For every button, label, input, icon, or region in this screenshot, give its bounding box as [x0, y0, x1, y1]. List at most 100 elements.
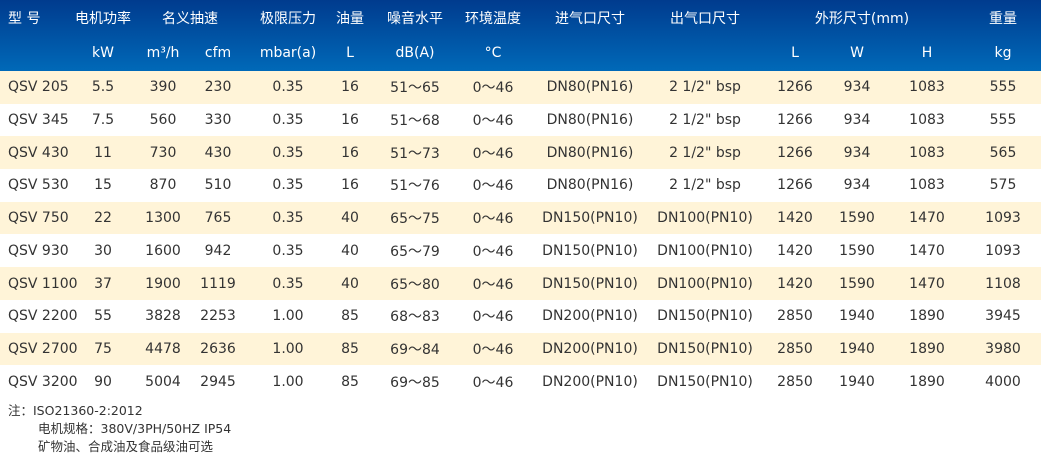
- cell-length: 1420: [777, 275, 813, 292]
- cell-temp: 0～46: [472, 309, 514, 326]
- cell-ultimate-pressure: 1.00: [272, 373, 304, 390]
- cell-speed-cfm: 1119: [200, 275, 236, 292]
- cell-width: 934: [843, 79, 871, 96]
- cell-ultimate-pressure: 1.00: [272, 308, 304, 325]
- header-dimensions: 外形尺寸(mm): [814, 10, 910, 27]
- cell-speed-cfm: 942: [204, 242, 232, 259]
- cell-height: 1470: [909, 275, 945, 292]
- cell-length: 1266: [777, 144, 813, 161]
- cell-height: 1890: [909, 340, 945, 357]
- cell-weight: 555: [989, 112, 1017, 129]
- cell-temp: 0～46: [472, 243, 514, 260]
- cell-motor-power: 75: [94, 340, 112, 357]
- header-oil-capacity: 油量: [336, 10, 364, 27]
- cell-oil: 16: [341, 79, 359, 96]
- cell-temp: 0～46: [472, 113, 514, 130]
- cell-outlet: DN150(PN10): [657, 373, 753, 390]
- header-weight: 重量: [989, 10, 1017, 27]
- cell-weight: 1093: [985, 210, 1021, 227]
- cell-speed-cfm: 230: [204, 79, 232, 96]
- unit-kg: kg: [994, 44, 1012, 61]
- cell-temp: 0～46: [472, 80, 514, 97]
- table-row: QSV 930 30 1600 942 0.35 40 65～79 0～46 DN150(PN1…: [0, 235, 1041, 268]
- cell-inlet: DN80(PN16): [546, 177, 634, 194]
- cell-model: QSV 205: [8, 79, 69, 96]
- cell-width: 1590: [839, 275, 875, 292]
- header-ambient-temp: 环境温度: [465, 10, 521, 27]
- unit-liter: L: [346, 44, 354, 61]
- cell-weight: 4000: [985, 373, 1021, 390]
- cell-motor-power: 11: [94, 144, 112, 161]
- cell-motor-power: 22: [94, 210, 112, 227]
- cell-length: 1266: [777, 79, 813, 96]
- cell-outlet: DN150(PN10): [657, 308, 753, 325]
- cell-length: 1266: [777, 112, 813, 129]
- cell-speed-m3h: 1600: [145, 242, 181, 259]
- cell-model: QSV 750: [8, 210, 69, 227]
- unit-kw: kW: [92, 44, 114, 61]
- cell-outlet: 2 1/2" bsp: [669, 144, 741, 161]
- cell-length: 1266: [777, 177, 813, 194]
- cell-ultimate-pressure: 0.35: [272, 210, 304, 227]
- note-standard: 注：ISO21360-2:2012: [8, 403, 143, 418]
- cell-noise: 65～80: [390, 276, 440, 293]
- table-row: QSV 2700 75 4478 2636 1.00 85 69～84 0～46 DN200(P…: [0, 332, 1041, 366]
- cell-noise: 51～73: [390, 145, 440, 162]
- cell-width: 934: [843, 177, 871, 194]
- cell-oil: 40: [341, 210, 359, 227]
- cell-inlet: DN80(PN16): [546, 112, 634, 129]
- cell-outlet: 2 1/2" bsp: [669, 79, 741, 96]
- table-row: QSV 1100 37 1900 1119 0.35 40 65～80 0～46 DN150(P…: [0, 267, 1041, 300]
- cell-noise: 65～75: [390, 211, 440, 228]
- cell-speed-m3h: 1300: [145, 210, 181, 227]
- cell-speed-m3h: 390: [149, 79, 177, 96]
- cell-speed-cfm: 510: [204, 177, 232, 194]
- cell-oil: 85: [341, 373, 359, 390]
- unit-celsius: °C: [484, 44, 502, 61]
- header-ultimate-pressure: 极限压力: [260, 10, 316, 27]
- header-row-units: kW m³/h cfm mbar(a) L dB(A) °C L W H kg: [0, 35, 1041, 70]
- table-row: QSV 2200 55 3828 2253 1.00 85 68～83 0～46 DN200(P…: [0, 300, 1041, 333]
- cell-speed-m3h: 1900: [145, 275, 181, 292]
- table-row: QSV 345 7.5 560 330 0.35 16 51～68 0～46 DN80(PN16…: [0, 104, 1041, 137]
- cell-model: QSV 930: [8, 242, 69, 259]
- cell-speed-m3h: 870: [149, 177, 177, 194]
- cell-ultimate-pressure: 0.35: [272, 275, 304, 292]
- cell-width: 1940: [839, 340, 875, 357]
- cell-speed-m3h: 5004: [145, 373, 181, 390]
- unit-m3h: m³/h: [146, 44, 180, 61]
- cell-model: QSV 3200: [8, 373, 78, 390]
- cell-outlet: DN100(PN10): [657, 275, 753, 292]
- cell-weight: 555: [989, 79, 1017, 96]
- cell-noise: 51～65: [390, 80, 440, 97]
- cell-ultimate-pressure: 0.35: [272, 242, 304, 259]
- cell-oil: 85: [341, 340, 359, 357]
- table-row: QSV 750 22 1300 765 0.35 40 65～75 0～46 DN150(PN1…: [0, 201, 1041, 235]
- cell-temp: 0～46: [472, 341, 514, 358]
- unit-mbar: mbar(a): [259, 44, 317, 61]
- cell-speed-cfm: 430: [204, 144, 232, 161]
- cell-inlet: DN80(PN16): [546, 79, 634, 96]
- cell-speed-m3h: 560: [149, 112, 177, 129]
- cell-oil: 16: [341, 112, 359, 129]
- cell-outlet: 2 1/2" bsp: [669, 177, 741, 194]
- cell-height: 1083: [909, 79, 945, 96]
- cell-width: 934: [843, 144, 871, 161]
- cell-length: 1420: [777, 242, 813, 259]
- header-inlet-size: 进气口尺寸: [555, 10, 625, 27]
- cell-speed-cfm: 2253: [200, 308, 236, 325]
- unit-length: L: [791, 44, 799, 61]
- cell-width: 1940: [839, 373, 875, 390]
- cell-oil: 16: [341, 144, 359, 161]
- cell-length: 1420: [777, 210, 813, 227]
- cell-motor-power: 7.5: [91, 112, 115, 129]
- header-pumping-speed: 名义抽速: [162, 10, 218, 27]
- cell-speed-cfm: 765: [204, 210, 232, 227]
- cell-inlet: DN150(PN10): [542, 210, 638, 227]
- cell-width: 1940: [839, 308, 875, 325]
- cell-speed-m3h: 730: [149, 144, 177, 161]
- header-row-titles: 型 号 电机功率 名义抽速 极限压力 油量 噪音水平 环境温度 进气口尺寸 出气…: [0, 0, 1041, 35]
- cell-height: 1083: [909, 177, 945, 194]
- cell-ultimate-pressure: 0.35: [272, 112, 304, 129]
- header-motor-power: 电机功率: [75, 10, 131, 27]
